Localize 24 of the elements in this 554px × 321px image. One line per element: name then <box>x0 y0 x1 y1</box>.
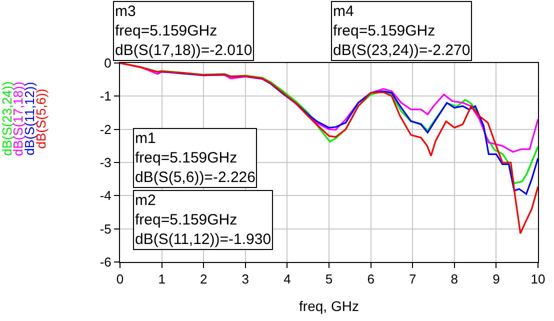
annotation: m2 freq=5.159GHz dB(S(11,12))=-1.930 <box>135 192 272 248</box>
x-tick-label: 6 <box>367 272 374 287</box>
y-tick-label: -6 <box>100 254 112 270</box>
line-series <box>120 63 538 234</box>
y-tick-label: -2 <box>100 122 112 137</box>
text: m3 freq=5.159GHz dB(S(17,18))=-2.010 <box>115 3 252 59</box>
y-tick-label: -4 <box>100 188 112 204</box>
x-tick-label: 7 <box>408 272 416 287</box>
x-tick-label: 2 <box>200 272 208 287</box>
x-tick-label: 3 <box>242 272 250 287</box>
x-tick-label: 10 <box>530 272 546 287</box>
y-tick-label: 0 <box>104 56 112 71</box>
x-tick-label: 5 <box>325 272 333 287</box>
x-tick-label: 0 <box>116 272 124 287</box>
x-tick-label: 9 <box>492 272 500 287</box>
y-tick-label: -5 <box>100 221 112 236</box>
y-tick-label: -1 <box>100 88 112 104</box>
x-tick-label: 8 <box>450 272 458 287</box>
x-tick-label: 4 <box>284 272 291 287</box>
x-axis-title: freq, GHz <box>299 298 359 314</box>
text: m4 freq=5.159GHz dB(S(23,24))=-2.270 <box>333 3 470 59</box>
text: dB(S(23,24)) <box>0 81 14 156</box>
y-tick-label: -3 <box>100 155 112 170</box>
x-tick-label: 1 <box>158 272 166 287</box>
